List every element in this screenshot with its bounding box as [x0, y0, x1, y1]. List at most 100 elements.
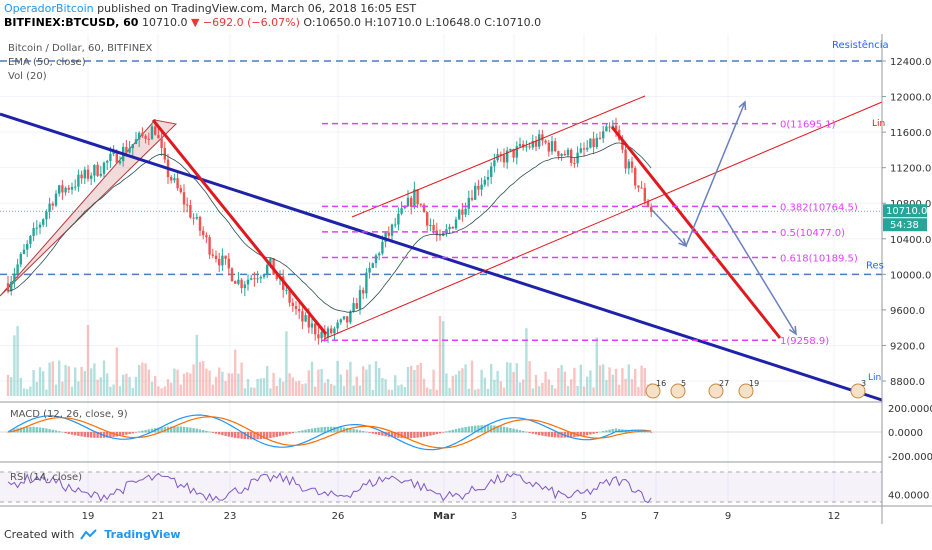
macd-histogram-bar	[650, 432, 653, 433]
legend-vol: Vol (20)	[8, 71, 47, 82]
volume-bar	[230, 373, 234, 396]
candle-body	[333, 328, 336, 334]
resistance-label: Resistência	[832, 39, 889, 51]
candle-body	[413, 189, 416, 207]
volume-bar	[419, 362, 422, 396]
macd-line	[7, 414, 652, 451]
volume-bar	[99, 377, 102, 396]
volume-bar	[477, 388, 480, 396]
event-badge-icon	[708, 383, 724, 399]
volume-bar	[93, 363, 96, 396]
candle-body	[374, 255, 378, 264]
volume-bar	[406, 366, 410, 396]
volume-bar	[262, 378, 266, 396]
volume-bar	[64, 364, 67, 396]
x-tick-label: 12	[828, 511, 841, 522]
volume-bar	[26, 389, 29, 396]
candle-body	[608, 126, 611, 128]
candle-body	[506, 150, 509, 163]
candle-body	[390, 224, 394, 236]
volume-bar	[493, 379, 496, 396]
volume-bar	[630, 379, 634, 396]
volume-bar	[397, 385, 400, 396]
volume-bar	[387, 389, 390, 396]
candle-body	[538, 134, 541, 147]
volume-bar	[182, 373, 186, 396]
y-tick-label: 9200.0	[890, 341, 925, 352]
candle-body	[83, 169, 86, 179]
candle-body	[138, 132, 141, 140]
volume-bar	[458, 370, 461, 396]
volume-bar	[275, 385, 278, 396]
volume-bar	[259, 378, 262, 396]
candle-body	[186, 204, 189, 206]
y-tick-label: 11600.0	[890, 128, 931, 139]
volume-bar	[173, 368, 176, 396]
x-tick-label: 3	[511, 511, 517, 522]
macd-histogram-bar	[163, 426, 166, 433]
legend-title: Bitcoin / Dollar, 60, BITFINEX	[8, 43, 153, 54]
macd-pane: 200.0000 0.0000 -200.0000	[0, 404, 932, 463]
volume-bar	[506, 362, 509, 396]
candle-body	[288, 289, 291, 303]
macd-histogram-bar	[272, 432, 275, 438]
drawings: 0(11695.1) 0.382(10764.5) 0.5(10477.0) 0.61…	[0, 95, 885, 402]
macd-histogram-bar	[42, 427, 45, 433]
volume-bar	[381, 377, 384, 396]
rsi-line	[7, 472, 652, 504]
candle-body	[563, 153, 566, 156]
candle-body	[67, 187, 70, 190]
candle-body	[189, 205, 192, 218]
candle-body	[285, 289, 288, 291]
candle-body	[294, 306, 298, 310]
candle-body	[419, 204, 422, 206]
candle-body	[317, 334, 320, 339]
volume-bar	[554, 388, 557, 396]
price-axis: 12400.012000.011600.011200.010800.010400…	[0, 34, 932, 524]
macd-histogram-bar	[51, 429, 54, 433]
macd-histogram-bar	[112, 432, 115, 437]
macd-histogram-bar	[646, 431, 650, 433]
candle-body	[93, 164, 96, 176]
volume-bar	[310, 361, 314, 396]
volume-bar	[570, 379, 573, 396]
macd-histogram-bar	[570, 432, 573, 438]
red-trendline-1	[151, 119, 328, 335]
macd-histogram-bar	[496, 425, 499, 433]
volume-bar	[240, 362, 243, 396]
volume-bar	[618, 384, 621, 396]
volume-bar	[272, 372, 275, 396]
candle-body	[579, 148, 582, 153]
macd-histogram-bar	[35, 427, 38, 433]
macd-histogram-bar	[461, 427, 464, 433]
macd-histogram-bar	[269, 432, 272, 438]
macd-histogram-bar	[176, 426, 179, 433]
candle-body	[445, 229, 448, 234]
candle-body	[387, 232, 390, 236]
volume-bar	[10, 377, 13, 396]
macd-histogram-bar	[80, 432, 83, 437]
macd-tick-label: 200.0000	[888, 404, 932, 415]
volume-bar	[61, 381, 64, 396]
macd-histogram-bar	[90, 432, 93, 438]
macd-histogram-bar	[541, 432, 544, 436]
legend-ema: EMA (50, close)	[8, 57, 86, 68]
volume-bar	[48, 362, 51, 396]
macd-histogram-bar	[474, 425, 477, 433]
tradingview-brand[interactable]: TradingView	[104, 528, 181, 541]
volume-bar	[38, 367, 42, 396]
candle-body	[26, 243, 29, 250]
price-chart[interactable]: 0(11695.1) 0.382(10764.5) 0.5(10477.0) 0.61…	[0, 34, 932, 524]
candle-body	[45, 211, 48, 220]
volume-bar	[291, 377, 294, 396]
candle-body	[310, 323, 314, 328]
macd-histogram-bar	[266, 432, 269, 439]
chart-legend: Bitcoin / Dollar, 60, BITFINEX EMA (50, …	[8, 42, 152, 84]
volume-bar	[461, 368, 464, 396]
macd-histogram-bar	[307, 429, 310, 433]
candle-body	[355, 303, 358, 309]
volume-bar	[474, 389, 477, 396]
macd-histogram-bar	[378, 432, 381, 436]
candle-body	[256, 278, 259, 280]
author-link[interactable]: OperadorBitcoin	[4, 2, 94, 15]
